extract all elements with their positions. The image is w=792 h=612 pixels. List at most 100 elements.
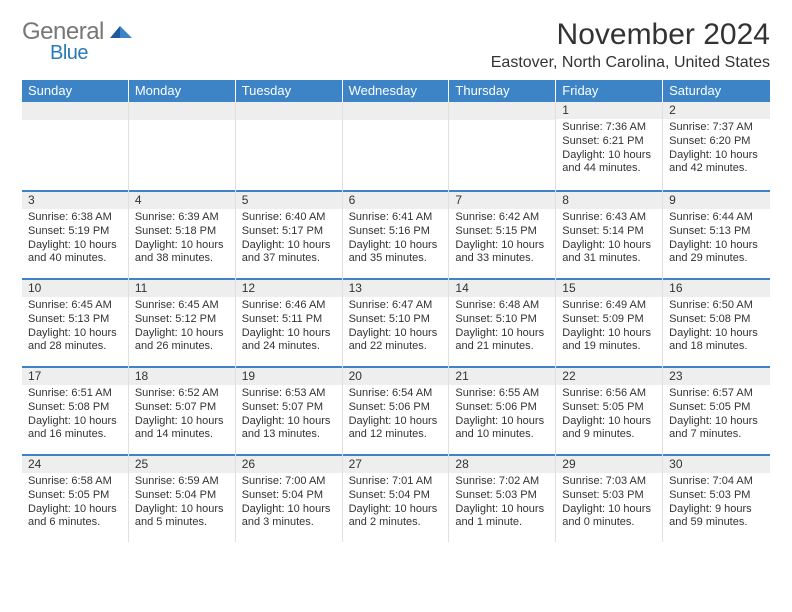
day-header-wednesday: Wednesday bbox=[343, 80, 450, 102]
day-number: 3 bbox=[22, 190, 128, 209]
day-cell: 23Sunrise: 6:57 AMSunset: 5:05 PMDayligh… bbox=[663, 366, 770, 454]
day-cell bbox=[22, 102, 129, 190]
day-number: 26 bbox=[236, 454, 342, 473]
sunrise-text: Sunrise: 6:51 AM bbox=[28, 387, 122, 401]
week-row: 3Sunrise: 6:38 AMSunset: 5:19 PMDaylight… bbox=[22, 190, 770, 278]
day-content: Sunrise: 6:43 AMSunset: 5:14 PMDaylight:… bbox=[556, 209, 662, 270]
day-number: 21 bbox=[449, 366, 555, 385]
day-header-tuesday: Tuesday bbox=[236, 80, 343, 102]
day2-text: and 14 minutes. bbox=[135, 428, 229, 442]
day2-text: and 35 minutes. bbox=[349, 252, 443, 266]
day-content: Sunrise: 6:42 AMSunset: 5:15 PMDaylight:… bbox=[449, 209, 555, 270]
sunset-text: Sunset: 5:03 PM bbox=[562, 489, 656, 503]
day2-text: and 28 minutes. bbox=[28, 340, 122, 354]
day-content: Sunrise: 6:49 AMSunset: 5:09 PMDaylight:… bbox=[556, 297, 662, 358]
sunset-text: Sunset: 5:16 PM bbox=[349, 225, 443, 239]
weeks-container: 1Sunrise: 7:36 AMSunset: 6:21 PMDaylight… bbox=[22, 102, 770, 542]
sunrise-text: Sunrise: 6:58 AM bbox=[28, 475, 122, 489]
day-cell: 16Sunrise: 6:50 AMSunset: 5:08 PMDayligh… bbox=[663, 278, 770, 366]
week-row: 10Sunrise: 6:45 AMSunset: 5:13 PMDayligh… bbox=[22, 278, 770, 366]
day1-text: Daylight: 10 hours bbox=[349, 415, 443, 429]
day-content: Sunrise: 6:50 AMSunset: 5:08 PMDaylight:… bbox=[663, 297, 770, 358]
day-header-saturday: Saturday bbox=[663, 80, 770, 102]
week-row: 24Sunrise: 6:58 AMSunset: 5:05 PMDayligh… bbox=[22, 454, 770, 542]
sunrise-text: Sunrise: 6:39 AM bbox=[135, 211, 229, 225]
day-number: 13 bbox=[343, 278, 449, 297]
day-number: 17 bbox=[22, 366, 128, 385]
sunrise-text: Sunrise: 7:01 AM bbox=[349, 475, 443, 489]
sunrise-text: Sunrise: 6:53 AM bbox=[242, 387, 336, 401]
sunset-text: Sunset: 5:03 PM bbox=[455, 489, 549, 503]
sunset-text: Sunset: 5:11 PM bbox=[242, 313, 336, 327]
day-content: Sunrise: 6:51 AMSunset: 5:08 PMDaylight:… bbox=[22, 385, 128, 446]
day1-text: Daylight: 10 hours bbox=[562, 239, 656, 253]
day2-text: and 12 minutes. bbox=[349, 428, 443, 442]
sunrise-text: Sunrise: 7:04 AM bbox=[669, 475, 764, 489]
sunset-text: Sunset: 5:05 PM bbox=[562, 401, 656, 415]
day1-text: Daylight: 10 hours bbox=[28, 503, 122, 517]
logo-word-blue: Blue bbox=[50, 42, 132, 65]
day-cell: 7Sunrise: 6:42 AMSunset: 5:15 PMDaylight… bbox=[449, 190, 556, 278]
day-number: 22 bbox=[556, 366, 662, 385]
day2-text: and 33 minutes. bbox=[455, 252, 549, 266]
day-number: 30 bbox=[663, 454, 770, 473]
sunrise-text: Sunrise: 7:03 AM bbox=[562, 475, 656, 489]
sunrise-text: Sunrise: 6:59 AM bbox=[135, 475, 229, 489]
day-content: Sunrise: 7:01 AMSunset: 5:04 PMDaylight:… bbox=[343, 473, 449, 534]
day-number: 12 bbox=[236, 278, 342, 297]
day-content: Sunrise: 6:52 AMSunset: 5:07 PMDaylight:… bbox=[129, 385, 235, 446]
day-number: 19 bbox=[236, 366, 342, 385]
sunrise-text: Sunrise: 6:46 AM bbox=[242, 299, 336, 313]
day1-text: Daylight: 10 hours bbox=[669, 149, 764, 163]
day1-text: Daylight: 10 hours bbox=[562, 415, 656, 429]
sunset-text: Sunset: 5:12 PM bbox=[135, 313, 229, 327]
day1-text: Daylight: 10 hours bbox=[242, 239, 336, 253]
day-content: Sunrise: 6:55 AMSunset: 5:06 PMDaylight:… bbox=[449, 385, 555, 446]
day2-text: and 5 minutes. bbox=[135, 516, 229, 530]
sunrise-text: Sunrise: 6:43 AM bbox=[562, 211, 656, 225]
empty-day-bar bbox=[343, 102, 449, 120]
day-content: Sunrise: 7:02 AMSunset: 5:03 PMDaylight:… bbox=[449, 473, 555, 534]
sunset-text: Sunset: 6:21 PM bbox=[562, 135, 656, 149]
day1-text: Daylight: 10 hours bbox=[562, 503, 656, 517]
day-cell: 30Sunrise: 7:04 AMSunset: 5:03 PMDayligh… bbox=[663, 454, 770, 542]
sunrise-text: Sunrise: 6:38 AM bbox=[28, 211, 122, 225]
day1-text: Daylight: 10 hours bbox=[669, 239, 764, 253]
day-number: 27 bbox=[343, 454, 449, 473]
day1-text: Daylight: 10 hours bbox=[562, 327, 656, 341]
day-content: Sunrise: 6:59 AMSunset: 5:04 PMDaylight:… bbox=[129, 473, 235, 534]
sunset-text: Sunset: 5:10 PM bbox=[455, 313, 549, 327]
day1-text: Daylight: 9 hours bbox=[669, 503, 764, 517]
day1-text: Daylight: 10 hours bbox=[242, 503, 336, 517]
day-number: 5 bbox=[236, 190, 342, 209]
day2-text: and 13 minutes. bbox=[242, 428, 336, 442]
day-content: Sunrise: 6:41 AMSunset: 5:16 PMDaylight:… bbox=[343, 209, 449, 270]
day1-text: Daylight: 10 hours bbox=[349, 503, 443, 517]
day-number: 24 bbox=[22, 454, 128, 473]
day2-text: and 29 minutes. bbox=[669, 252, 764, 266]
day-header-monday: Monday bbox=[129, 80, 236, 102]
day1-text: Daylight: 10 hours bbox=[135, 239, 229, 253]
empty-day-bar bbox=[449, 102, 555, 120]
day-number: 18 bbox=[129, 366, 235, 385]
day-number: 15 bbox=[556, 278, 662, 297]
day-content: Sunrise: 7:37 AMSunset: 6:20 PMDaylight:… bbox=[663, 119, 770, 180]
sunrise-text: Sunrise: 6:50 AM bbox=[669, 299, 764, 313]
day1-text: Daylight: 10 hours bbox=[242, 415, 336, 429]
sunset-text: Sunset: 5:18 PM bbox=[135, 225, 229, 239]
day-number: 16 bbox=[663, 278, 770, 297]
sunrise-text: Sunrise: 6:45 AM bbox=[28, 299, 122, 313]
empty-day-bar bbox=[236, 102, 342, 120]
sunrise-text: Sunrise: 6:52 AM bbox=[135, 387, 229, 401]
day-cell bbox=[129, 102, 236, 190]
day-cell: 27Sunrise: 7:01 AMSunset: 5:04 PMDayligh… bbox=[343, 454, 450, 542]
day2-text: and 42 minutes. bbox=[669, 162, 764, 176]
day-header-thursday: Thursday bbox=[449, 80, 556, 102]
sunrise-text: Sunrise: 6:45 AM bbox=[135, 299, 229, 313]
day-cell: 8Sunrise: 6:43 AMSunset: 5:14 PMDaylight… bbox=[556, 190, 663, 278]
day-content: Sunrise: 7:36 AMSunset: 6:21 PMDaylight:… bbox=[556, 119, 662, 180]
sunrise-text: Sunrise: 7:36 AM bbox=[562, 121, 656, 135]
day2-text: and 59 minutes. bbox=[669, 516, 764, 530]
day-cell: 28Sunrise: 7:02 AMSunset: 5:03 PMDayligh… bbox=[449, 454, 556, 542]
title-block: November 2024 Eastover, North Carolina, … bbox=[491, 18, 770, 72]
